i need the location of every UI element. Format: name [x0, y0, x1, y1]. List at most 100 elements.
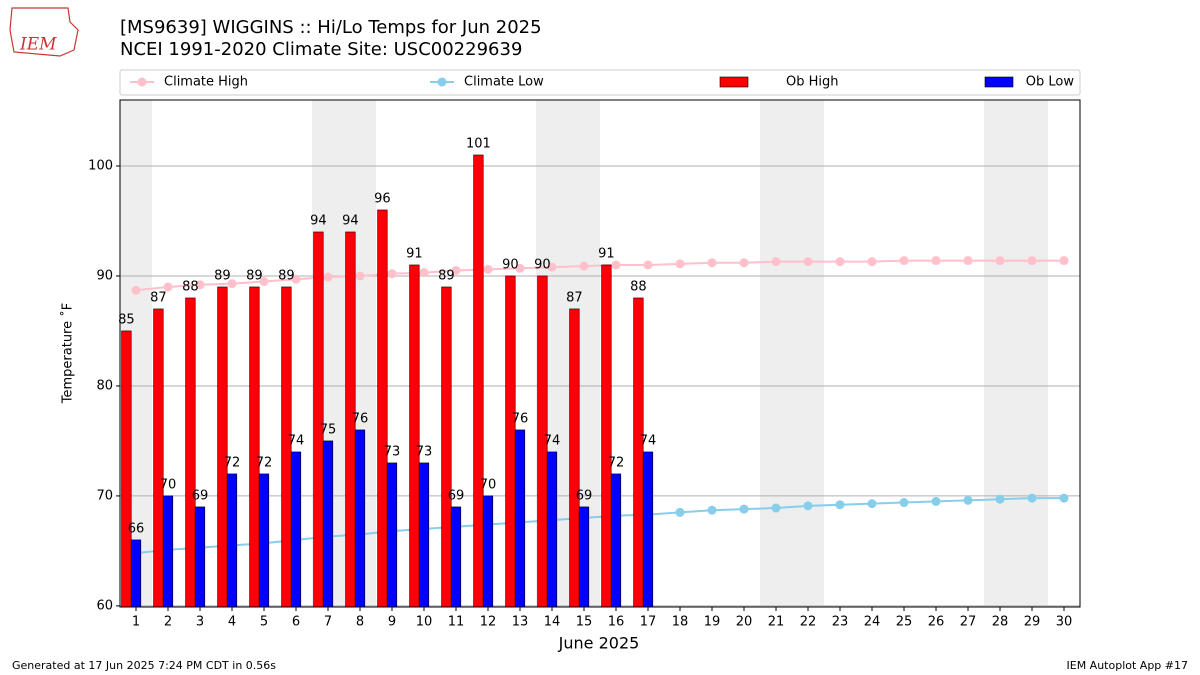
- plot-frame: [119, 99, 1081, 608]
- bar: [514, 429, 526, 608]
- point: [483, 264, 493, 274]
- x-tick-label: 4: [228, 615, 236, 630]
- footer-right: IEM Autoplot App #17: [1067, 659, 1189, 672]
- value-label: 73: [416, 444, 433, 459]
- bar: [578, 506, 590, 608]
- y-tick-label: 90: [96, 268, 113, 283]
- point: [899, 498, 909, 508]
- value-label: 89: [246, 268, 263, 283]
- x-tick-label: 26: [928, 615, 945, 630]
- value-label: 70: [160, 477, 177, 492]
- value-label: 73: [384, 444, 401, 459]
- value-label: 96: [374, 191, 391, 206]
- footer-left: Generated at 17 Jun 2025 7:24 PM CDT in …: [12, 659, 276, 672]
- x-tick-label: 22: [800, 615, 817, 630]
- point: [419, 268, 429, 278]
- legend-marker: [137, 77, 147, 87]
- value-label: 89: [278, 268, 295, 283]
- bar: [130, 539, 142, 608]
- weekend-shade: [1016, 100, 1048, 607]
- bar: [121, 330, 132, 608]
- bar: [322, 440, 334, 608]
- x-tick-label: 25: [896, 615, 913, 630]
- x-tick-label: 20: [736, 615, 753, 630]
- value-label: 94: [342, 213, 359, 228]
- bar: [226, 473, 238, 608]
- bar: [249, 286, 260, 608]
- x-tick-label: 27: [960, 615, 977, 630]
- point: [1027, 256, 1037, 266]
- bar: [642, 451, 654, 608]
- value-label: 70: [480, 477, 497, 492]
- x-tick-label: 11: [448, 615, 465, 630]
- point: [227, 279, 237, 289]
- value-label: 66: [128, 521, 145, 536]
- x-tick-label: 5: [260, 615, 268, 630]
- point: [1027, 493, 1037, 503]
- weekend-shade: [760, 100, 792, 607]
- weekend-shade: [984, 100, 1016, 607]
- bar: [473, 154, 484, 608]
- value-label: 74: [288, 433, 305, 448]
- value-label: 89: [438, 268, 455, 283]
- value-label: 94: [310, 213, 327, 228]
- x-tick-label: 1: [132, 615, 140, 630]
- bar: [409, 264, 420, 608]
- point: [611, 260, 621, 270]
- bar: [194, 506, 206, 608]
- point: [675, 507, 685, 517]
- bar: [546, 451, 558, 608]
- value-label: 69: [192, 488, 209, 503]
- bar: [418, 462, 430, 608]
- x-tick-label: 6: [292, 615, 300, 630]
- point: [995, 256, 1005, 266]
- bar: [258, 473, 270, 608]
- point: [291, 274, 301, 284]
- point: [195, 280, 205, 290]
- y-axis-label: Temperature ˚F: [60, 303, 76, 404]
- point: [931, 496, 941, 506]
- bar: [505, 275, 516, 608]
- bar: [450, 506, 462, 608]
- x-tick-label: 18: [672, 615, 689, 630]
- value-label: 88: [630, 279, 647, 294]
- value-label: 85: [118, 312, 135, 327]
- chart-title: [MS9639] WIGGINS :: Hi/Lo Temps for Jun …: [120, 17, 542, 38]
- value-label: 76: [512, 411, 529, 426]
- line: [135, 259, 1064, 292]
- bar: [610, 473, 622, 608]
- point: [163, 282, 173, 292]
- value-label: 90: [502, 257, 519, 272]
- x-tick-label: 3: [196, 615, 204, 630]
- point: [739, 258, 749, 268]
- x-tick-label: 16: [608, 615, 625, 630]
- bar: [354, 429, 366, 608]
- x-tick-label: 15: [576, 615, 593, 630]
- point: [675, 259, 685, 269]
- legend-label: Ob Low: [1026, 75, 1075, 90]
- bar: [569, 308, 580, 608]
- value-label: 69: [448, 488, 465, 503]
- point: [323, 272, 333, 282]
- y-tick-label: 70: [96, 488, 113, 503]
- value-label: 69: [576, 488, 593, 503]
- x-tick-label: 9: [388, 615, 396, 630]
- x-tick-label: 10: [416, 615, 433, 630]
- point: [931, 256, 941, 266]
- bar: [313, 231, 324, 608]
- logo-text: IEM: [19, 35, 57, 55]
- bar: [162, 495, 174, 608]
- value-label: 72: [224, 455, 241, 470]
- point: [899, 256, 909, 266]
- point: [835, 500, 845, 510]
- value-label: 74: [640, 433, 657, 448]
- legend-label: Ob High: [786, 75, 839, 90]
- value-label: 88: [182, 279, 199, 294]
- legend-marker: [437, 77, 447, 87]
- point: [547, 262, 557, 272]
- point: [995, 494, 1005, 504]
- value-label: 76: [352, 411, 369, 426]
- point: [1059, 256, 1069, 266]
- point: [451, 265, 461, 275]
- bar: [217, 286, 228, 608]
